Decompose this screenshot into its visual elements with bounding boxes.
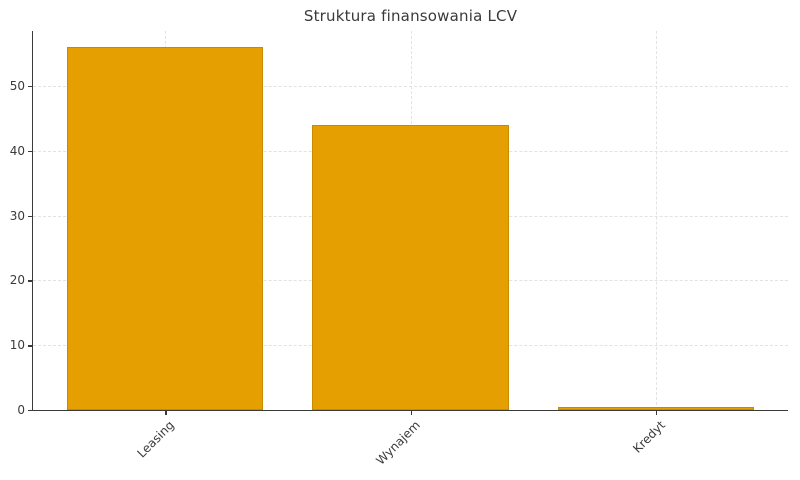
x-tick-mark	[655, 411, 657, 415]
y-tick-mark	[28, 280, 32, 282]
x-tick-label: Kredyt	[629, 418, 668, 456]
chart-title: Struktura finansowania LCV	[303, 7, 518, 25]
y-tick-label: 10	[9, 338, 25, 353]
y-tick-label: 0	[17, 403, 25, 417]
y-tick-mark	[28, 215, 32, 217]
bar-wynajem	[312, 124, 509, 410]
bar-leasing	[67, 47, 264, 410]
y-tick-mark	[28, 410, 32, 412]
x-tick-mark	[165, 411, 167, 415]
y-tick-mark	[28, 150, 32, 153]
y-tick-label: 50	[9, 79, 25, 94]
x-tick-mark	[410, 411, 412, 415]
bar-kredyt	[557, 406, 754, 410]
y-tick-mark	[28, 345, 32, 347]
y-tick-label: 40	[9, 143, 25, 158]
x-tick-label: Leasing	[134, 418, 178, 461]
gridline-vertical	[655, 31, 657, 410]
y-axis-spine	[32, 31, 34, 411]
y-tick-mark	[28, 86, 32, 88]
y-tick-label: 30	[9, 208, 25, 223]
x-tick-label: Wynajem	[372, 418, 423, 468]
x-axis-spine	[32, 410, 788, 412]
y-tick-label: 20	[9, 273, 25, 288]
